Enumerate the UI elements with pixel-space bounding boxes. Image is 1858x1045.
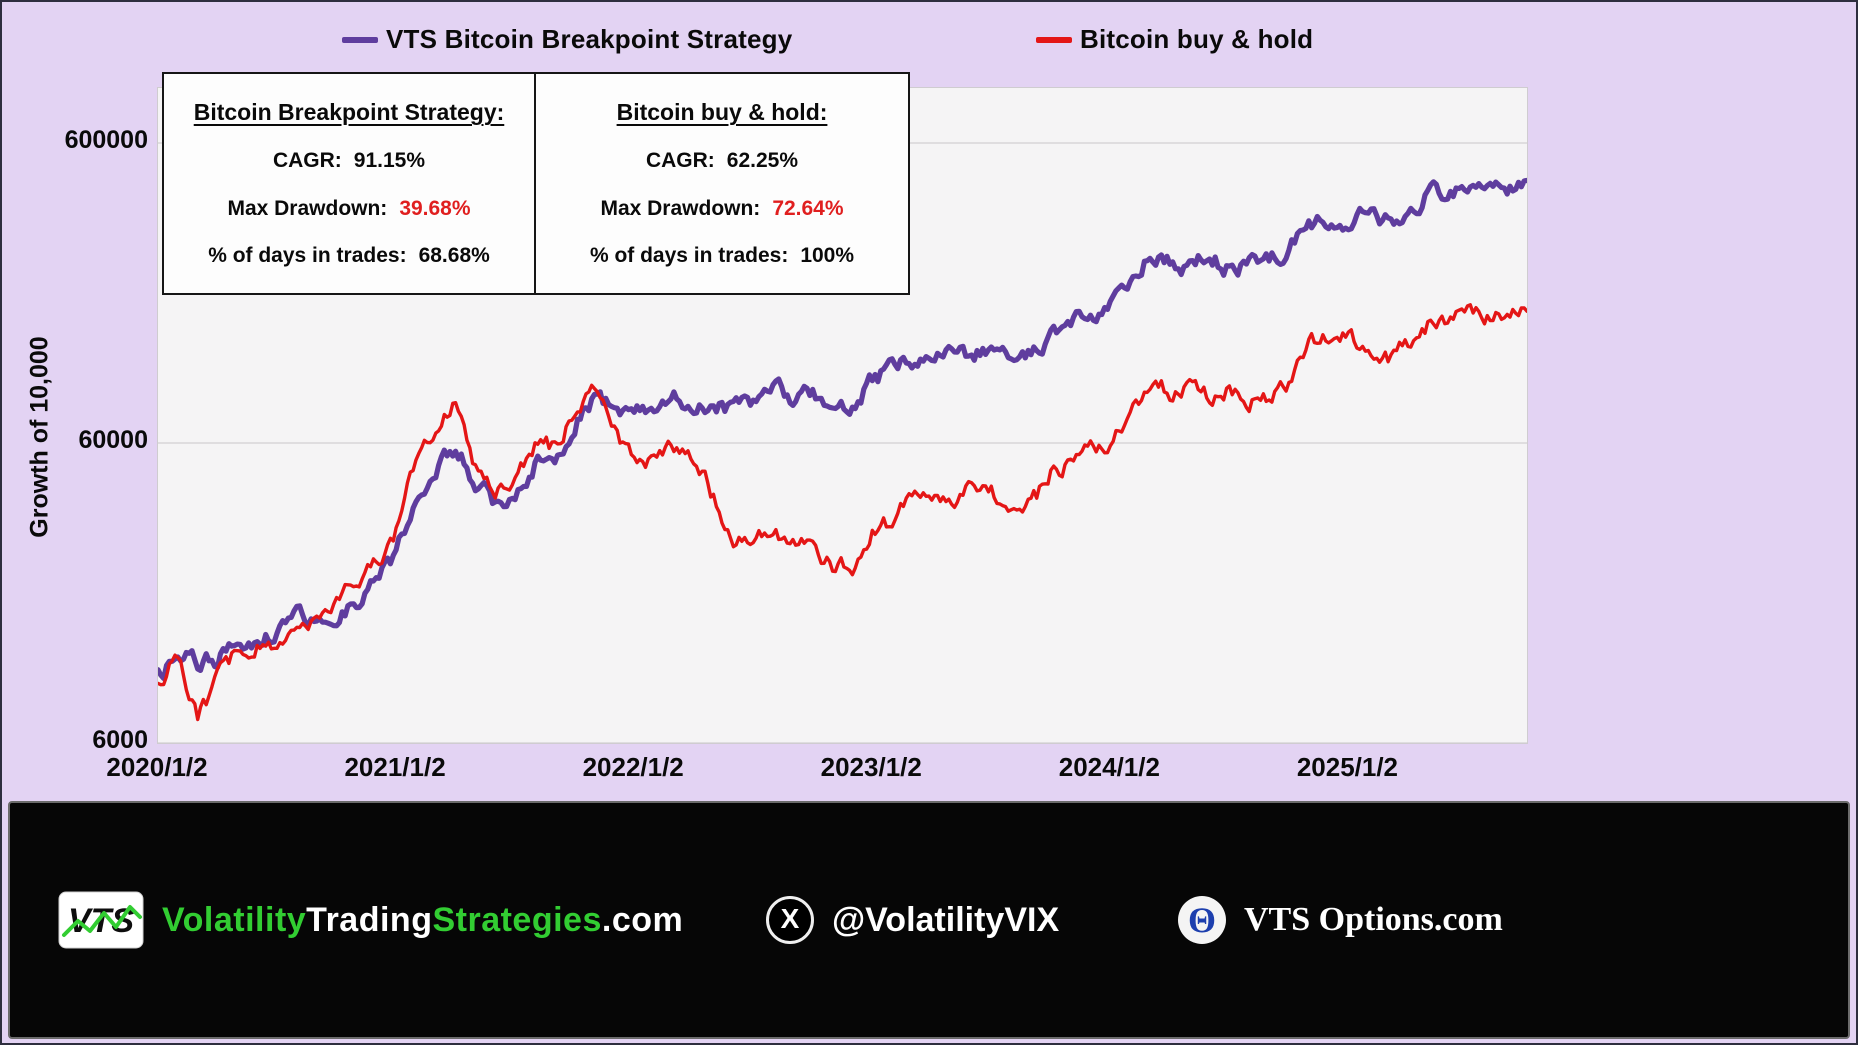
stats-box-strategy: Bitcoin Breakpoint Strategy: CAGR: 91.15%… [164,74,536,293]
stat-label: % of days in trades: [208,243,407,267]
stat-row-drawdown: Max Drawdown: 39.68% [227,197,470,221]
stat-label: % of days in trades: [589,243,789,267]
series-line-strategy [158,177,1527,682]
stat-label: Max Drawdown: [227,196,388,220]
footer-twitter-group: X @VolatilityVIX [766,896,1059,944]
options-site-link[interactable]: VTS Options.com [1244,901,1503,938]
x-tick-label: 2025/1/2 [1296,752,1399,782]
footer-bar: VTS VolatilityTradingStrategies.com X @V… [8,801,1850,1039]
site-name-part: .com [601,900,684,939]
y-tick-label: 6000 [92,726,148,754]
stat-row-days-in-trades: % of days in trades: 68.68% [208,244,490,268]
stats-box-buyhold: Bitcoin buy & hold: CAGR: 62.25% Max Draw… [536,74,908,293]
x-tick-label: 2021/1/2 [344,752,446,782]
x-tick-label: 2020/1/2 [106,752,208,782]
site-name-link[interactable]: VolatilityTradingStrategies.com [162,901,683,940]
stat-value: 62.25% [726,149,799,173]
twitter-handle[interactable]: @VolatilityVIX [832,900,1060,939]
stat-value: 39.68% [399,196,471,220]
x-tick-label: 2023/1/2 [820,752,922,782]
y-tick-label: 60000 [78,426,148,454]
legend-item-strategy: VTS Bitcoin Breakpoint Strategy [342,24,792,55]
stat-row-days-in-trades: % of days in trades: 100% [590,244,854,268]
x-tick-label: 2022/1/2 [582,752,684,782]
footer-brand-group: VTS VolatilityTradingStrategies.com [58,891,683,949]
stat-label: CAGR: [272,149,342,173]
stats-title-strategy: Bitcoin Breakpoint Strategy: [193,99,505,126]
y-tick-label: 600000 [64,126,148,154]
legend-label-strategy: VTS Bitcoin Breakpoint Strategy [386,24,793,54]
x-glyph: X [780,903,800,934]
stat-row-cagr: CAGR: 62.25% [646,149,798,173]
stats-panel: Bitcoin Breakpoint Strategy: CAGR: 91.15%… [162,72,910,295]
vts-logo[interactable]: VTS [58,891,144,949]
x-logo-icon[interactable]: X [766,896,814,944]
stat-value: 68.68% [418,243,490,267]
strategy-line-swatch [342,36,378,43]
stat-label: CAGR: [645,149,715,173]
footer-options-group: Θ VTS Options.com [1178,896,1503,944]
site-name-part: Trading [306,900,433,939]
series-line-buyhold [158,303,1527,722]
stat-row-drawdown: Max Drawdown: 72.64% [600,197,843,221]
legend-label-buyhold: Bitcoin buy & hold [1080,24,1314,54]
vts-logo-icon: VTS [58,891,144,949]
stat-value: 100% [800,243,855,267]
stat-row-cagr: CAGR: 91.15% [273,149,425,173]
x-tick-label: 2024/1/2 [1058,752,1160,782]
site-name-part: Volatility [162,900,307,939]
stat-label: Max Drawdown: [600,196,761,220]
stats-title-buyhold: Bitcoin buy & hold: [616,99,828,126]
site-name-part: Strategies [432,900,602,939]
stat-value: 91.15% [353,149,426,173]
stat-value: 72.64% [772,196,844,220]
legend-item-buyhold: Bitcoin buy & hold [1036,24,1313,55]
theta-icon[interactable]: Θ [1178,896,1226,944]
buyhold-line-swatch [1036,36,1072,43]
theta-glyph: Θ [1187,900,1216,940]
